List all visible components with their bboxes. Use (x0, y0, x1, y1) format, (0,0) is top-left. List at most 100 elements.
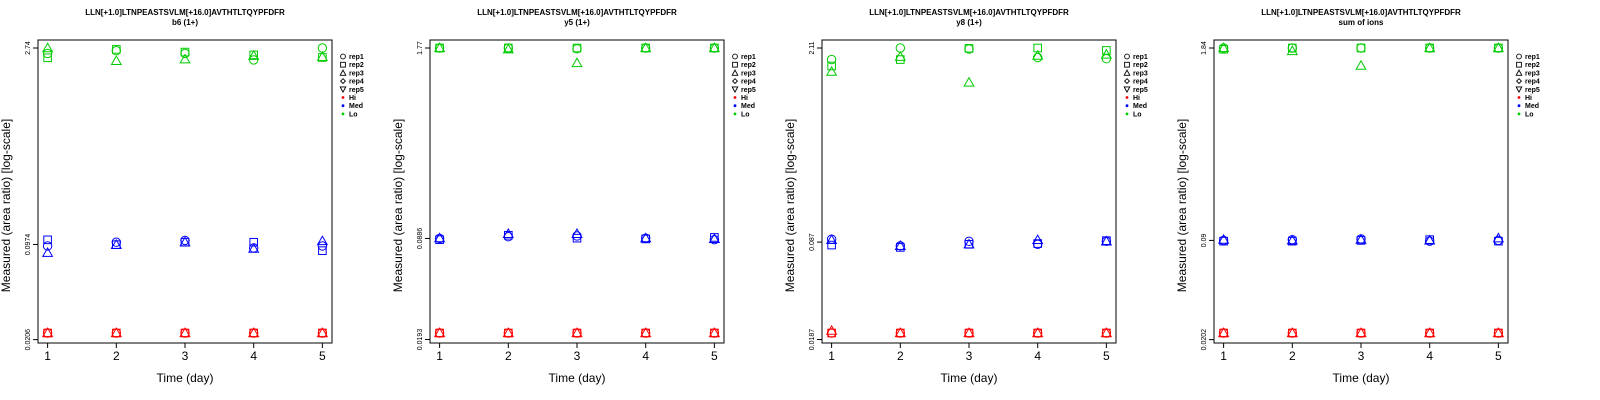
data-point (1423, 42, 1436, 53)
data-point (41, 327, 54, 338)
series-med (41, 235, 329, 257)
legend-label: rep2 (349, 62, 364, 69)
legend-square-icon (340, 61, 346, 68)
legend-dot-icon (1125, 96, 1129, 99)
data-point (894, 50, 907, 61)
data-point (180, 48, 190, 59)
legend-item: rep1 (1124, 53, 1148, 61)
data-point (964, 44, 974, 53)
legend-item: rep1 (732, 53, 756, 61)
y-tick-label: 0.0187 (809, 329, 816, 351)
y-tick-label: 1.77 (417, 41, 424, 55)
x-tick-label: 4 (1034, 349, 1041, 363)
legend-label: Med (1525, 103, 1539, 110)
data-point (316, 235, 329, 246)
legend-triangle-up-icon (731, 69, 739, 76)
data-point (180, 47, 190, 57)
legend-item: Hi (1517, 95, 1532, 102)
data-point (247, 49, 260, 60)
data-point (1355, 59, 1367, 70)
chart-subtitle: sum of ions (1339, 18, 1384, 27)
chart-title: LLN[+1.0]LTNPEASTSVLM[+16.0]AVTHTLTQYPFD… (477, 8, 677, 17)
data-point (318, 53, 327, 62)
data-point (639, 232, 652, 243)
series-med (1217, 232, 1505, 246)
data-point (571, 228, 583, 238)
data-point (110, 327, 123, 338)
legend-label: rep1 (349, 54, 364, 61)
data-point (110, 55, 123, 65)
data-point (1356, 234, 1366, 244)
data-point (1031, 234, 1044, 245)
y-tick-label: 0.09 (1201, 233, 1208, 247)
legend-item: Lo (1125, 111, 1142, 118)
data-point (179, 53, 191, 64)
chart-panel: LLN[+1.0]LTNPEASTSVLM[+16.0]AVTHTLTQYPFD… (391, 8, 756, 385)
data-point (1217, 327, 1230, 338)
data-point (963, 76, 975, 87)
legend-item: Hi (341, 95, 356, 102)
legend-diamond-icon (1123, 78, 1131, 85)
series-lo (1217, 42, 1505, 70)
data-point (1356, 43, 1366, 53)
legend-item: rep3 (1515, 69, 1540, 77)
legend-item: rep5 (1123, 86, 1148, 94)
legend-triangle-up-icon (1515, 69, 1523, 76)
legend-item: rep3 (731, 69, 756, 77)
legend-label: rep5 (349, 87, 364, 94)
data-point (502, 228, 515, 238)
legend-item: Med (1517, 103, 1539, 110)
data-point (825, 65, 838, 76)
data-point (1217, 233, 1230, 244)
legend-item: Lo (733, 111, 750, 118)
data-point (316, 327, 329, 338)
legend-triangle-up-icon (1123, 69, 1131, 76)
legend-label: Hi (741, 95, 748, 102)
data-point (317, 43, 328, 53)
y-axis-label: Measured (area ratio) [log-scale] (0, 119, 13, 292)
legend-triangle-down-icon (339, 86, 347, 94)
data-point (1356, 236, 1366, 245)
legend-label: rep4 (741, 79, 756, 86)
data-point (963, 238, 975, 249)
x-tick-label: 5 (1495, 349, 1502, 363)
legend-label: rep4 (349, 79, 364, 86)
data-point (894, 239, 907, 250)
x-tick-label: 2 (897, 349, 904, 363)
data-point (1355, 327, 1367, 338)
data-point (1288, 236, 1297, 246)
legend-label: Hi (1525, 95, 1532, 102)
legend-item: Med (341, 103, 363, 110)
x-tick-label: 3 (182, 349, 189, 363)
data-point (43, 53, 52, 63)
legend-label: rep2 (741, 62, 756, 69)
data-point (571, 327, 583, 338)
legend-item: Med (733, 103, 755, 110)
y-tick-label: 2.11 (809, 41, 816, 54)
legend-label: rep3 (1525, 70, 1540, 77)
legend-item: Med (1125, 103, 1147, 110)
data-point (1492, 232, 1505, 243)
legend-dot-icon (341, 112, 345, 116)
series-lo (41, 42, 329, 65)
plot-frame (821, 39, 1117, 344)
legend-label: rep1 (741, 54, 756, 61)
legend-label: rep2 (1133, 62, 1148, 69)
legend-item: Lo (341, 111, 358, 118)
x-tick-label: 4 (1426, 349, 1433, 363)
data-point (247, 327, 260, 338)
y-axis-label: Measured (area ratio) [log-scale] (783, 119, 797, 292)
data-point (1286, 45, 1299, 56)
series-hi (433, 327, 721, 338)
chart-subtitle: y8 (1+) (956, 18, 982, 27)
legend-triangle-down-icon (1515, 86, 1523, 94)
legend-dot-icon (341, 96, 345, 99)
legend-label: Lo (1133, 111, 1142, 118)
legend-square-icon (1516, 61, 1522, 68)
data-point (1032, 52, 1043, 63)
data-point (827, 61, 836, 71)
legend-triangle-up-icon (339, 69, 347, 76)
data-point (639, 327, 652, 338)
legend-dot-icon (341, 104, 345, 108)
legend-label: rep5 (1133, 87, 1148, 94)
